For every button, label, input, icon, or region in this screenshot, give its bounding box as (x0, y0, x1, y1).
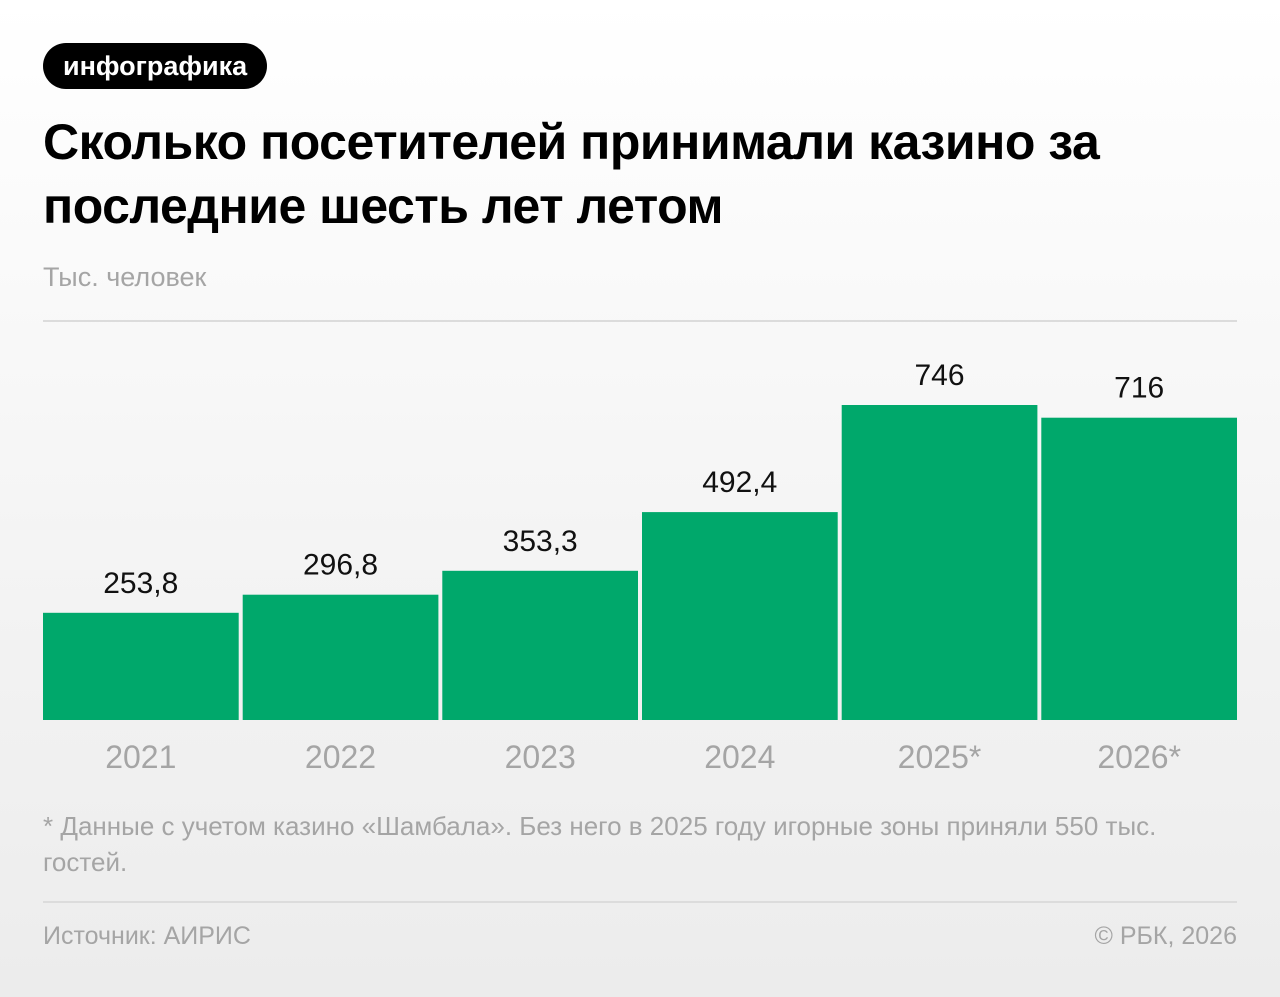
bar-value-label: 492,4 (702, 466, 777, 499)
bar-2022 (242, 594, 439, 720)
bar-chart: 253,8 2021 296,8 2022 353,3 2023 492,4 2024 746 2… (43, 359, 1237, 775)
footnote: * Данные с учетом казино «Шамбала». Без … (43, 811, 1157, 877)
bar-2021 (43, 612, 239, 720)
bar-2025 (841, 405, 1038, 720)
x-tick-label: 2022 (305, 739, 376, 775)
bar-2023 (442, 570, 638, 720)
copyright-label: © РБК, 2026 (1094, 922, 1237, 950)
source-label: Источник: АИРИС (43, 922, 251, 950)
x-tick-label: 2026* (1097, 739, 1181, 775)
bar-2026 (1041, 417, 1237, 720)
bar-value-label: 296,8 (303, 549, 378, 582)
x-tick-label: 2021 (105, 739, 176, 775)
bar-value-label: 716 (1114, 372, 1164, 405)
x-tick-label: 2025* (898, 739, 982, 775)
bar-value-label: 253,8 (103, 567, 178, 600)
top-divider (43, 320, 1237, 322)
bar-value-label: 353,3 (503, 525, 578, 558)
bar-value-label: 746 (914, 359, 964, 392)
x-tick-label: 2023 (505, 739, 576, 775)
x-tick-label: 2024 (704, 739, 775, 775)
chart-title: Сколько посетителей принимали казино за … (43, 114, 1100, 234)
unit-label: Тыс. человек (43, 262, 207, 292)
bottom-divider (43, 901, 1237, 903)
infographic-badge: инфографика (43, 43, 268, 89)
bar-2024 (642, 512, 838, 720)
